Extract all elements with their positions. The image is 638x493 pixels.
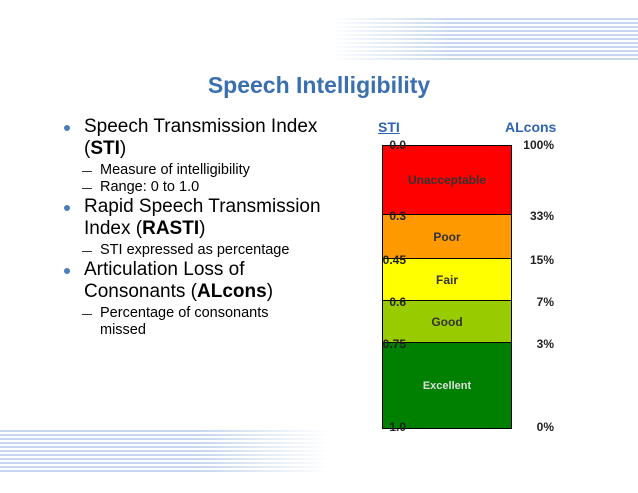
bullet-text: ): [119, 138, 127, 159]
sub-bullet: STI expressed as percentage: [82, 242, 310, 259]
sub-bullet: Percentage of consonants missed: [82, 305, 310, 339]
alcons-label: 100%: [523, 138, 554, 152]
sti-label: 0.75: [382, 337, 406, 351]
sti-label: 0.3: [389, 209, 406, 223]
alcons-label: 7%: [536, 295, 554, 309]
decor-stripes: [0, 430, 330, 472]
sub-bullet: Range: 0 to 1.0: [82, 179, 310, 196]
bullet: Articulation Loss of Consonants (ALcons): [62, 259, 342, 303]
band: Good: [382, 300, 512, 343]
band: Fair: [382, 258, 512, 301]
bullet-term: RASTI: [142, 218, 200, 239]
alcons-label: 0%: [536, 420, 554, 434]
sti-header: STI: [378, 119, 400, 135]
bullet-term: STI: [90, 138, 120, 159]
alcons-header: ALcons: [505, 119, 557, 135]
bullet-list: Speech Transmission Index (STI) Measure o…: [62, 116, 344, 339]
bullet-text: Speech Transmission Index (: [84, 116, 318, 159]
alcons-label: 3%: [536, 337, 554, 351]
sti-label: 0.0: [389, 138, 406, 152]
band: Poor: [382, 214, 512, 259]
sti-label: 0.45: [382, 253, 406, 267]
band: Excellent: [382, 342, 512, 429]
bullet-text: ): [266, 281, 274, 302]
band: Unacceptable: [382, 145, 512, 215]
bullet-text: Articulation Loss of Consonants (: [84, 259, 245, 302]
sti-label: 1.0: [389, 420, 406, 434]
bullet-text: ): [199, 218, 206, 239]
sti-label: 0.6: [389, 295, 406, 309]
alcons-label: 33%: [529, 209, 554, 223]
bullet: Rapid Speech Transmission Index (RASTI): [62, 196, 342, 240]
decor-stripes: [330, 18, 638, 62]
sub-bullet: Measure of intelligibility: [82, 162, 310, 179]
bullet-term: ALcons: [197, 281, 267, 302]
slide-title: Speech Intelligibility: [207, 72, 431, 98]
bullet-text: Rapid Speech Transmission Index (: [84, 196, 321, 239]
bullet: Speech Transmission Index (STI): [62, 116, 346, 160]
alcons-label: 15%: [529, 253, 554, 267]
